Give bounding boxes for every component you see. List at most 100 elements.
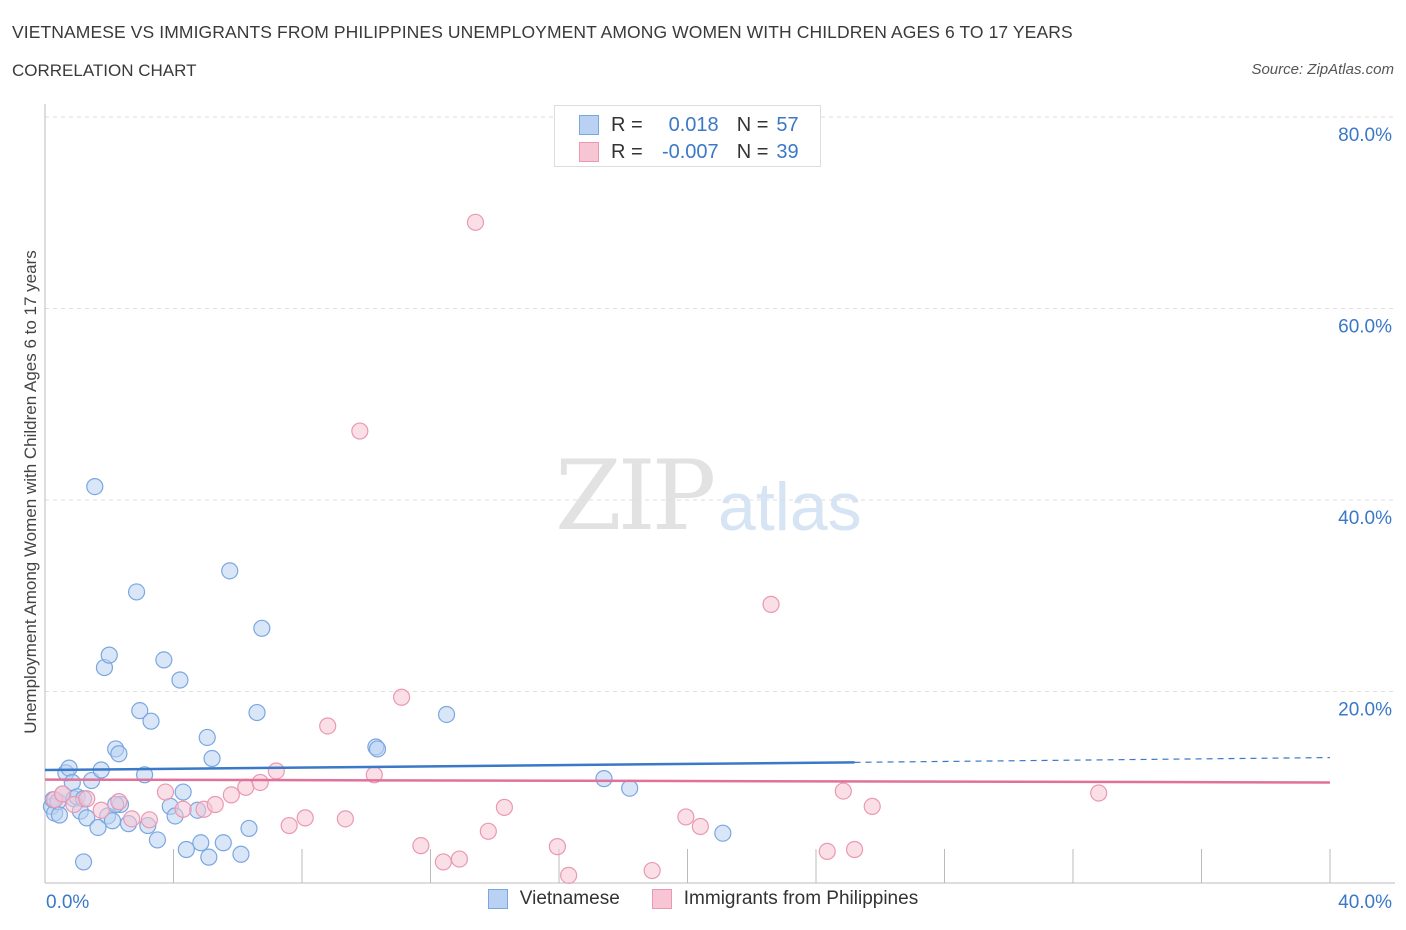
tick-labels: 20.0% 40.0% 60.0% 80.0% 0.0% 40.0% [46,125,1392,913]
chart-title: VIETNAMESE VS IMMIGRANTS FROM PHILIPPINE… [12,22,1073,42]
point-vietnamese [198,728,216,747]
point-philippines [54,785,72,803]
point-philippines [495,798,513,816]
series-legend-vietnamese[interactable]: Vietnamese [487,888,620,910]
legend-r-label: R = [611,113,643,136]
point-philippines [156,783,175,801]
source-note: Source: ZipAtlas.com [1251,61,1394,78]
point-vietnamese [89,818,107,837]
point-vietnamese [192,834,210,852]
point-vietnamese [50,806,69,824]
point-philippines [110,793,128,811]
point-vietnamese [60,759,78,777]
point-philippines [296,809,314,827]
gridlines [45,116,1395,692]
point-vietnamese [221,562,239,580]
point-philippines [78,790,96,808]
point-philippines [560,866,578,884]
point-vietnamese [232,845,250,863]
trend-line-philippines [44,778,1331,784]
point-philippines [548,838,566,856]
point-philippines [174,800,192,818]
legend-r-label: R = [611,140,643,163]
point-philippines [280,816,298,835]
point-vietnamese [131,702,149,720]
point-philippines [206,795,224,814]
point-vietnamese [100,646,118,664]
point-vietnamese [621,779,639,797]
point-philippines [863,797,881,816]
series-legend-philippines[interactable]: Immigrants from Philippines [651,888,919,910]
point-philippines [351,422,369,440]
legend-swatch-blue [579,115,599,135]
point-philippines [237,778,255,796]
legend-r-value: -0.007 [661,140,719,163]
point-philippines [251,773,269,792]
point-vietnamese [78,809,96,827]
point-philippines [818,842,836,861]
point-philippines [222,786,240,804]
point-vietnamese [240,819,258,838]
point-philippines [319,717,337,735]
point-philippines [643,861,661,880]
point-philippines [762,595,780,613]
axes [44,104,1395,884]
x-tick-label: 40.0% [1338,892,1392,913]
point-vietnamese [74,853,93,871]
point-vietnamese [177,840,195,859]
y-tick-label: 60.0% [1338,317,1392,338]
trend-lines [44,756,1331,784]
legend-row-vietnamese: R = 0.018 N = 57 [579,113,799,137]
point-philippines [834,782,852,800]
legend-n-value: 57 [776,113,799,136]
point-philippines [140,811,159,829]
chart-subtitle: CORRELATION CHART [12,61,197,80]
point-philippines [677,808,695,826]
point-vietnamese [368,740,387,758]
point-philippines [336,810,354,828]
series-legend: Vietnamese Immigrants from Philippines [0,888,1406,910]
legend-n-label: N = [736,140,769,163]
watermark-atlas: atlas [718,469,862,545]
point-philippines [466,213,485,231]
legend-n-value: 39 [776,140,799,163]
correlation-legend: R = 0.018 N = 57 R = -0.007 N = 39 [554,105,821,167]
point-philippines [434,853,452,871]
point-vietnamese [86,477,104,496]
point-vietnamese [127,583,146,601]
legend-n-label: N = [736,113,769,136]
point-vietnamese [155,651,173,669]
y-tick-label: 40.0% [1338,508,1392,529]
point-vietnamese [142,712,160,730]
point-vietnamese [171,671,189,689]
y-tick-label: 20.0% [1338,700,1392,721]
point-vietnamese [200,848,218,866]
point-philippines [845,840,864,859]
point-vietnamese [174,783,192,801]
legend-swatch-pink [651,889,672,909]
point-philippines [123,810,141,828]
series-legend-label: Vietnamese [519,888,620,909]
series-legend-label: Immigrants from Philippines [683,888,919,909]
point-philippines [479,822,497,840]
point-vietnamese [110,745,128,763]
watermark-zip: ZIP [555,440,716,552]
point-philippines [1090,784,1108,802]
x-tick-label: 0.0% [46,892,89,913]
trend-line-vietnamese-extension [854,756,1331,763]
legend-row-philippines: R = -0.007 N = 39 [579,140,799,164]
point-vietnamese [595,770,613,788]
trend-line-vietnamese [44,761,855,772]
point-philippines [412,837,430,855]
legend-r-value: 0.018 [668,113,719,136]
point-vietnamese [253,619,271,637]
point-vietnamese [203,749,221,768]
point-vietnamese [437,705,456,724]
legend-swatch-pink [579,142,599,162]
point-philippines [691,817,709,836]
point-vietnamese [714,824,732,842]
y-tick-label: 80.0% [1338,125,1392,146]
point-vietnamese [248,703,266,722]
legend-swatch-blue [487,889,508,909]
point-vietnamese [214,834,232,852]
